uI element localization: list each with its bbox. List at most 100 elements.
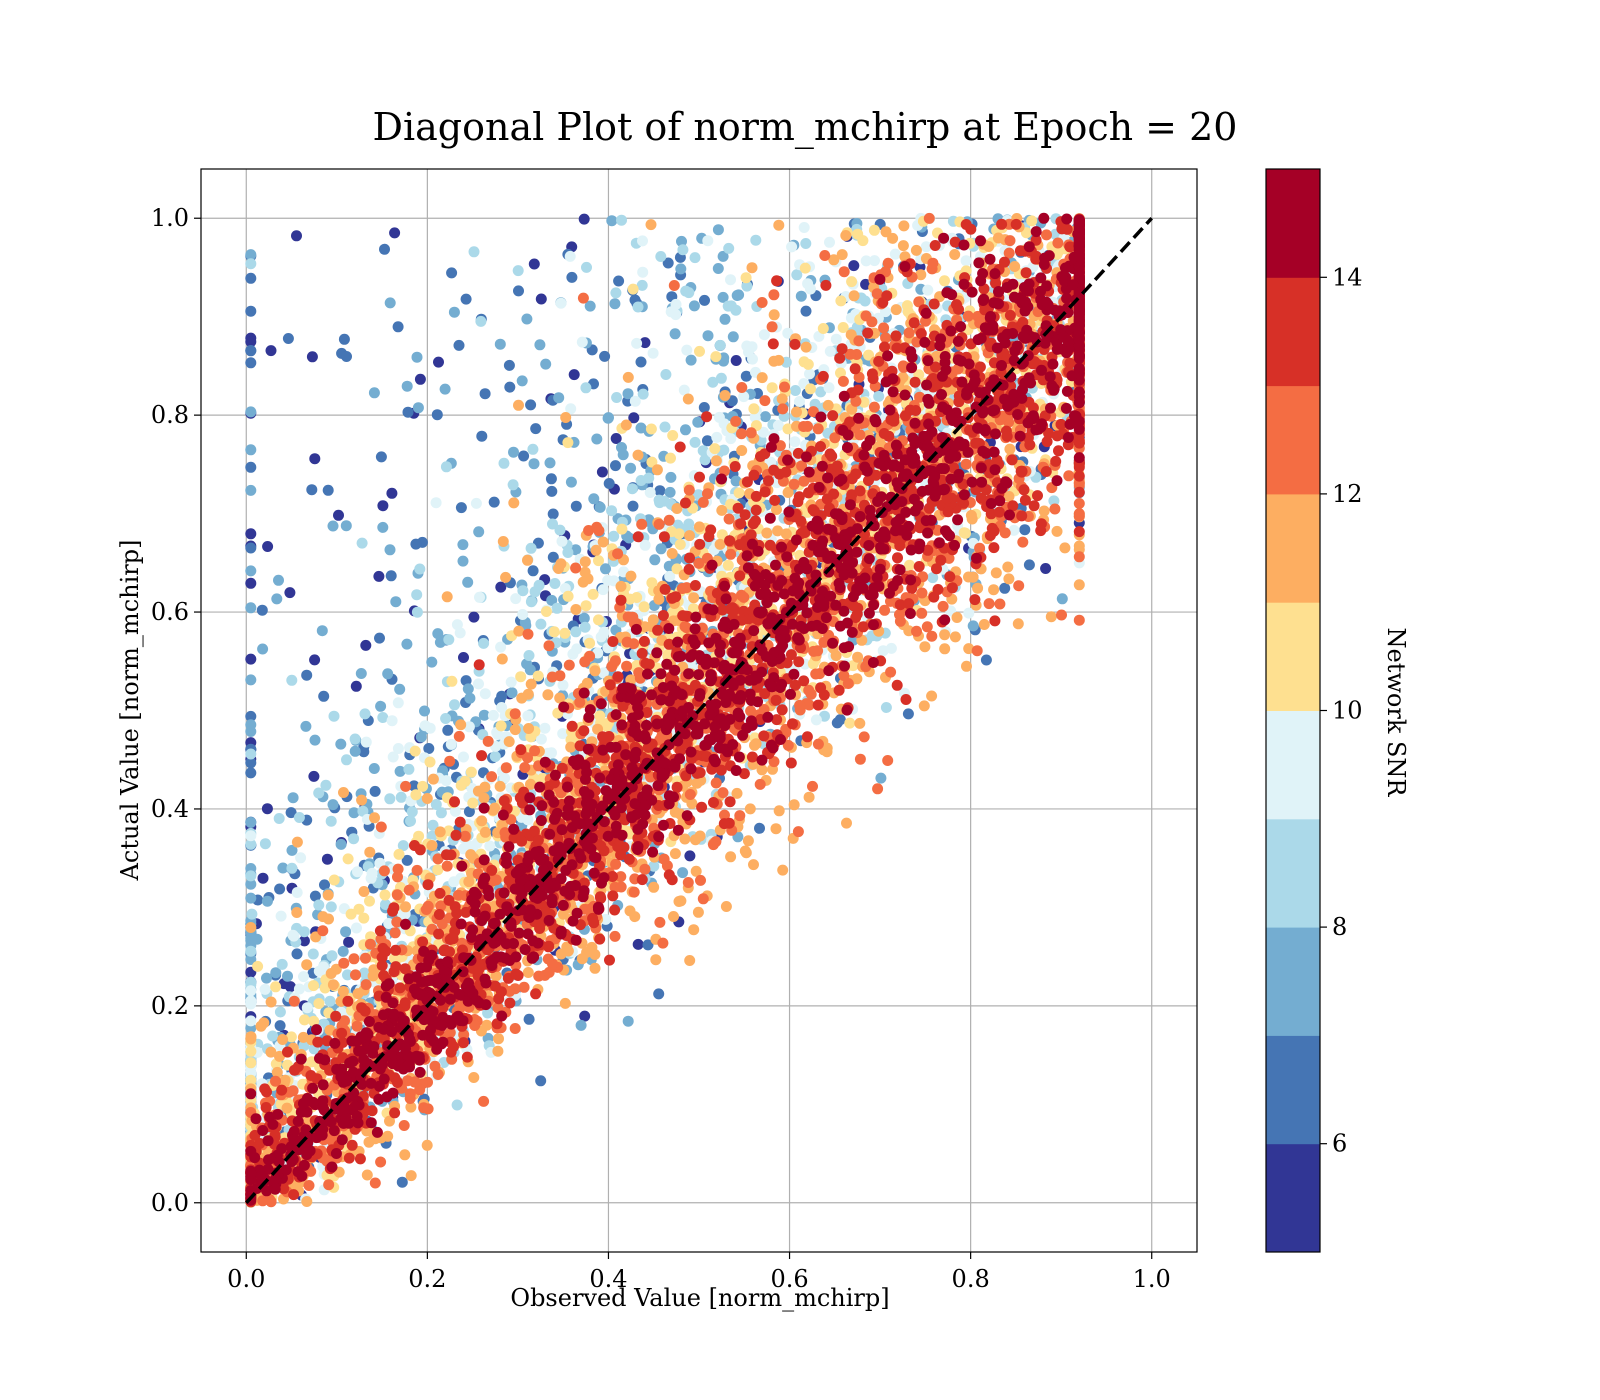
scatter-point [295,852,307,864]
scatter-point [746,341,758,353]
scatter-point [410,789,422,801]
scatter-point [648,881,660,893]
scatter-point [320,779,332,791]
scatter-point [291,948,303,960]
scatter-point [580,382,592,394]
scatter-point [1045,611,1057,623]
scatter-point [698,402,710,413]
scatter-point [632,938,644,950]
scatter-point [348,833,360,845]
scatter-point [286,862,298,874]
scatter-point [1009,261,1021,272]
scatter-point [293,812,305,823]
scatter-point [712,263,724,274]
scatter-point [361,1169,373,1181]
scatter-point [373,570,385,582]
scatter-point [1003,573,1015,585]
scatter-point [578,612,590,624]
scatter-point [374,632,385,644]
scatter-point [546,485,558,497]
scatter-point [325,901,337,913]
scatter-point [345,908,357,920]
scatter-point [528,458,540,470]
scatter-point [276,958,288,970]
scatter-point [766,321,778,333]
scatter-point [455,719,467,731]
scatter-point [681,344,693,356]
scatter-point [1056,593,1068,605]
scatter-point [245,484,257,496]
scatter-point [434,826,446,838]
scatter-point [503,359,515,371]
scatter-point [616,442,627,453]
scatter-point [577,576,589,588]
scatter-point [795,290,807,302]
scatter-point [271,1066,283,1078]
scatter-point [688,603,699,615]
scatter-point [424,756,436,768]
scatter-point [328,710,340,722]
scatter-point [355,668,367,679]
scatter-point [773,805,785,817]
scatter-point [799,262,811,274]
scatter-point [352,988,364,1000]
scatter-point [245,945,257,957]
scatter-point [810,714,822,726]
scatter-point [593,555,604,567]
scatter-point [301,1002,313,1014]
scatter-point [245,1031,257,1043]
scatter-point [517,609,529,620]
scatter-point [600,563,611,575]
scatter-point [442,724,454,736]
scatter-point [274,883,286,895]
scatter-point [863,349,875,361]
scatter-point [490,970,502,982]
scatter-point [451,619,463,631]
scatter-point [817,323,829,334]
scatter-point [725,300,737,312]
scatter-point [597,667,609,679]
scatter-point [824,345,836,357]
scatter-point [852,651,864,663]
scatter-point [645,219,657,231]
scatter-point [285,807,297,819]
scatter-point [382,668,394,680]
scatter-point [387,751,399,763]
scatter-point [512,265,524,277]
scatter-point [441,591,453,603]
scatter-point [798,222,810,233]
scatter-point [489,802,501,814]
scatter-point [464,692,476,704]
scatter-point [740,847,752,859]
scatter-point [967,620,979,632]
scatter-point [560,412,572,423]
scatter-point [310,931,322,943]
scatter-point [401,380,413,392]
scatter-point [359,708,371,720]
scatter-point [545,473,557,485]
scatter-point [342,969,353,981]
scatter-point [384,1115,395,1127]
scatter-point [648,860,660,872]
scatter-point [616,523,628,535]
scatter-point [566,271,578,283]
scatter-point [766,382,778,394]
scatter-point [245,726,257,737]
scatter-point [880,226,892,238]
scatter-point [1003,491,1015,502]
scatter-point [963,607,975,619]
scatter-point [584,300,596,312]
scatter-point [402,406,414,418]
scatter-point [406,806,418,818]
scatter-point [440,461,452,473]
scatter-point [777,864,789,876]
scatter-point [791,269,803,281]
scatter-point [449,699,460,711]
scatter-point [727,331,739,343]
scatter-point [579,1010,591,1022]
scatter-point [255,1020,267,1032]
scatter-point [688,924,700,936]
scatter-point [495,720,507,732]
scatter-point [685,354,697,366]
scatter-point [668,911,679,922]
